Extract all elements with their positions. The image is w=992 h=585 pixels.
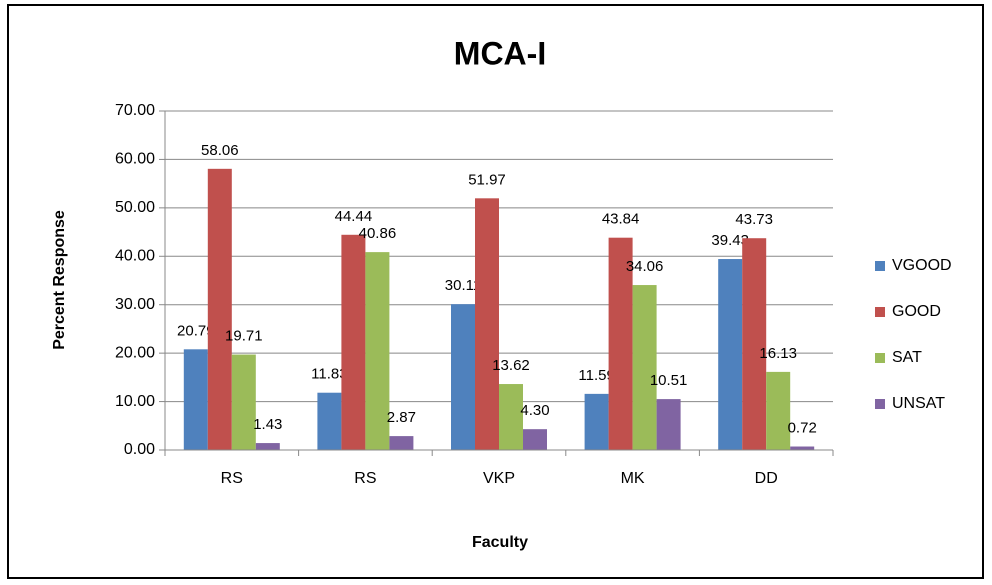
bar: [341, 234, 366, 450]
bar: [231, 354, 256, 450]
y-tick-label: 70.00: [115, 102, 155, 119]
bar: [389, 436, 414, 450]
data-label: 20.79: [177, 322, 215, 339]
legend-swatch: [875, 353, 885, 363]
bar: [317, 392, 342, 450]
data-label: 1.43: [253, 416, 282, 433]
data-label: 51.97: [468, 171, 506, 188]
y-tick-label: 30.00: [115, 296, 155, 313]
legend-swatch: [875, 307, 885, 317]
bar: [523, 429, 547, 450]
bar: [656, 399, 681, 450]
bar: [475, 198, 499, 450]
bar: [608, 237, 633, 450]
y-tick-label: 50.00: [115, 199, 155, 216]
data-label: 43.73: [735, 211, 773, 228]
bar: [718, 259, 743, 450]
y-tick-label: 10.00: [115, 393, 155, 410]
y-tick-label: 60.00: [115, 151, 155, 168]
y-tick-label: 20.00: [115, 344, 155, 361]
data-label: 44.44: [335, 208, 373, 225]
data-label: 11.59: [578, 367, 614, 384]
bar: [255, 443, 280, 450]
bar: [790, 446, 815, 450]
y-axis-label: Percent Response: [51, 210, 68, 350]
bar: [183, 349, 208, 450]
data-label: 2.87: [387, 409, 416, 426]
data-label: 58.06: [201, 142, 239, 159]
x-tick-label: MK: [621, 470, 645, 487]
bar: [766, 371, 791, 450]
x-tick-label: VKP: [483, 470, 515, 487]
x-tick-label: DD: [755, 470, 778, 487]
data-label: 39.43: [711, 232, 749, 249]
y-tick-label: 0.00: [124, 441, 155, 458]
data-label: 16.13: [759, 345, 797, 362]
bar: [365, 252, 390, 450]
data-label: 19.71: [225, 328, 263, 345]
legend-label: VGOOD: [892, 257, 952, 274]
data-label: 30.11: [445, 277, 481, 294]
data-label: 0.72: [788, 419, 817, 436]
data-label: 4.30: [520, 402, 549, 419]
bar: [742, 238, 767, 450]
data-label: 43.84: [602, 211, 640, 228]
data-label: 40.86: [359, 225, 397, 242]
y-tick-label: 40.00: [115, 248, 155, 265]
x-tick-label: RS: [221, 470, 243, 487]
bar: [632, 285, 657, 450]
data-label: 10.51: [650, 372, 688, 389]
data-label: 11.83: [311, 366, 347, 383]
bar: [451, 304, 475, 450]
legend-label: GOOD: [892, 303, 941, 320]
legend-swatch: [875, 261, 885, 271]
legend-label: UNSAT: [892, 395, 945, 412]
chart-title: MCA-I: [454, 35, 546, 71]
bar: [207, 168, 232, 450]
legend-label: SAT: [892, 349, 922, 366]
bar: [499, 384, 523, 450]
bar: [584, 393, 609, 450]
x-axis-label: Faculty: [472, 534, 528, 551]
data-label: 13.62: [492, 357, 530, 374]
data-label: 34.06: [626, 258, 664, 275]
x-tick-label: RS: [354, 470, 376, 487]
legend-swatch: [875, 399, 885, 409]
